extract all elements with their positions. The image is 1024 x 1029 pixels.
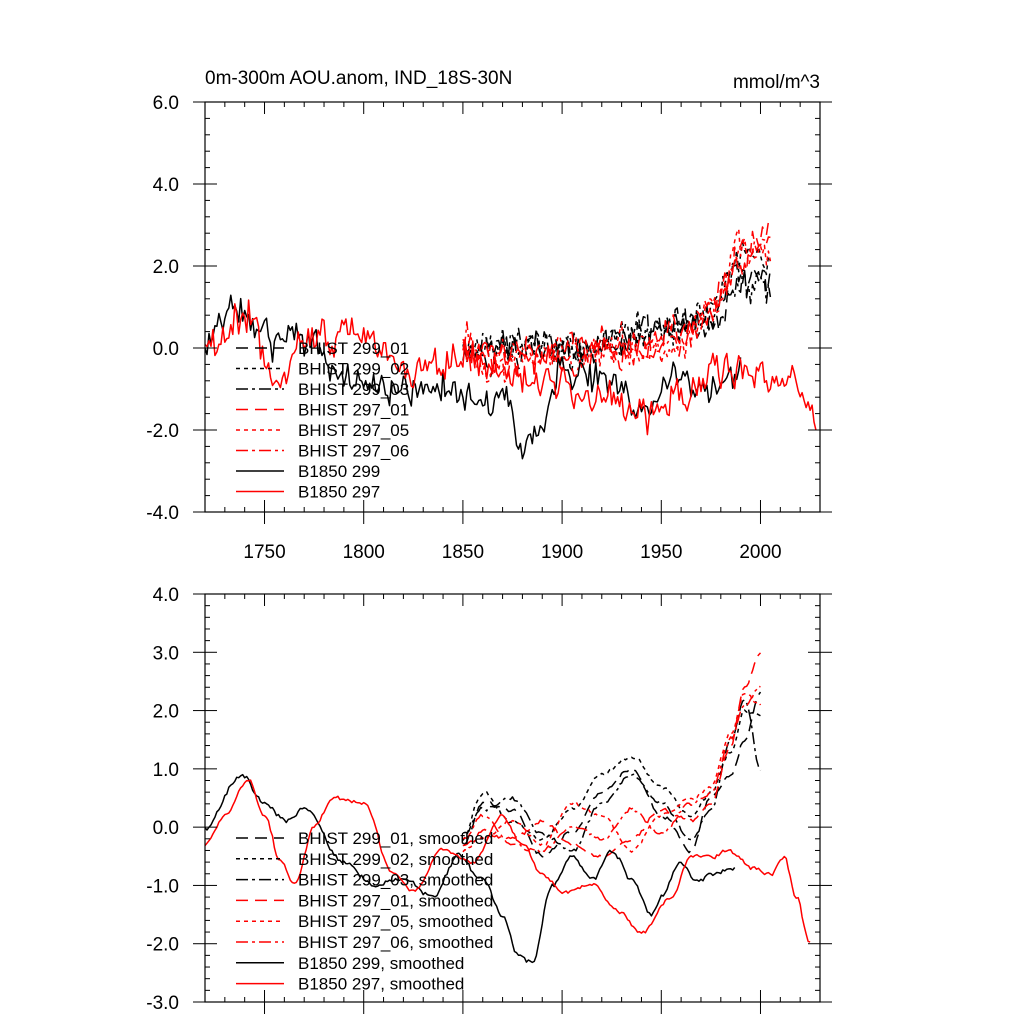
top-legend-label-6: BHIST 297_06 — [298, 442, 409, 461]
top-legend-label-5: BHIST 297_05 — [298, 421, 409, 440]
bottom-series-line-7 — [205, 773, 736, 964]
top-y-tick-label: 4.0 — [153, 175, 179, 196]
bottom-legend-label-8: B1850 297, smoothed — [298, 975, 464, 994]
top-chart-title: 0m-300m AOU.anom, IND_18S-30N — [205, 68, 512, 89]
top-x-tick-label: 1750 — [243, 542, 285, 563]
top-x-tick-label: 2000 — [739, 542, 781, 563]
top-y-tick-label: 2.0 — [153, 257, 179, 278]
bottom-plot-frame — [204, 593, 821, 1003]
top-y-tick-label: 6.0 — [153, 93, 179, 114]
top-series-line-4 — [462, 221, 771, 380]
bottom-y-tick-label: 3.0 — [153, 643, 179, 664]
bottom-y-tick-label: -1.0 — [146, 876, 179, 897]
top-x-tick-label: 1850 — [442, 542, 484, 563]
bottom-y-tick-label: 0.0 — [153, 818, 179, 839]
top-y-tick-label: -2.0 — [146, 421, 179, 442]
top-series-line-6 — [462, 236, 771, 377]
top-x-tick-label: 1950 — [640, 542, 682, 563]
top-chart-units: mmol/m^3 — [733, 72, 820, 93]
top-series-group — [205, 221, 817, 460]
bottom-y-tick-label: -2.0 — [146, 935, 179, 956]
bottom-series-line-1 — [462, 691, 762, 858]
top-y-tick-label: -4.0 — [146, 503, 179, 524]
bottom-y-tick-label: -3.0 — [146, 993, 179, 1014]
bottom-y-tick-label: 4.0 — [153, 585, 179, 606]
top-legend-label-7: B1850 299 — [298, 462, 380, 481]
bottom-legend-label-3: BHIST 299_03, smoothed — [298, 871, 493, 890]
top-y-tick-label: 0.0 — [153, 339, 179, 360]
top-series-line-5 — [462, 228, 772, 383]
bottom-legend-label-1: BHIST 299_01, smoothed — [298, 829, 493, 848]
top-series-line-1 — [462, 262, 772, 378]
bottom-legend-label-6: BHIST 297_06, smoothed — [298, 933, 493, 952]
top-x-tick-label: 1900 — [541, 542, 583, 563]
bottom-series-line-6 — [462, 685, 761, 854]
bottom-series-group — [205, 652, 811, 964]
bottom-legend-label-2: BHIST 299_02, smoothed — [298, 850, 493, 869]
bottom-panel: -3.0 -2.0 -1.0 0.0 1.0 2.0 3.0 4.0 BHIST 299_01,… — [146, 585, 832, 1014]
top-legend-label-4: BHIST 297_01 — [298, 401, 409, 420]
top-x-tick-label: 1800 — [343, 542, 385, 563]
bottom-series-line-4 — [462, 652, 762, 859]
bottom-legend-label-5: BHIST 297_05, smoothed — [298, 912, 493, 931]
top-panel: 0m-300m AOU.anom, IND_18S-30N mmol/m^3 1… — [146, 68, 832, 563]
bottom-series-line-5 — [462, 692, 762, 853]
bottom-y-tick-label: 1.0 — [153, 760, 179, 781]
top-series-line-7 — [205, 294, 742, 460]
bottom-legend: BHIST 299_01, smoothed BHIST 299_02, smoo… — [236, 829, 493, 994]
bottom-y-tick-label: 2.0 — [153, 702, 179, 723]
bottom-legend-label-4: BHIST 297_01, smoothed — [298, 891, 493, 910]
bottom-legend-label-7: B1850 299, smoothed — [298, 954, 464, 973]
top-plot-frame — [204, 101, 821, 513]
top-legend-label-3: BHIST 299_03 — [298, 380, 409, 399]
top-legend-label-2: BHIST 299_02 — [298, 360, 409, 379]
top-legend-label-1: BHIST 299_01 — [298, 339, 409, 358]
bottom-series-line-8 — [205, 779, 811, 943]
bottom-series-line-3 — [462, 699, 762, 852]
top-legend-label-8: B1850 297 — [298, 483, 380, 502]
top-series-line-8 — [205, 299, 817, 436]
